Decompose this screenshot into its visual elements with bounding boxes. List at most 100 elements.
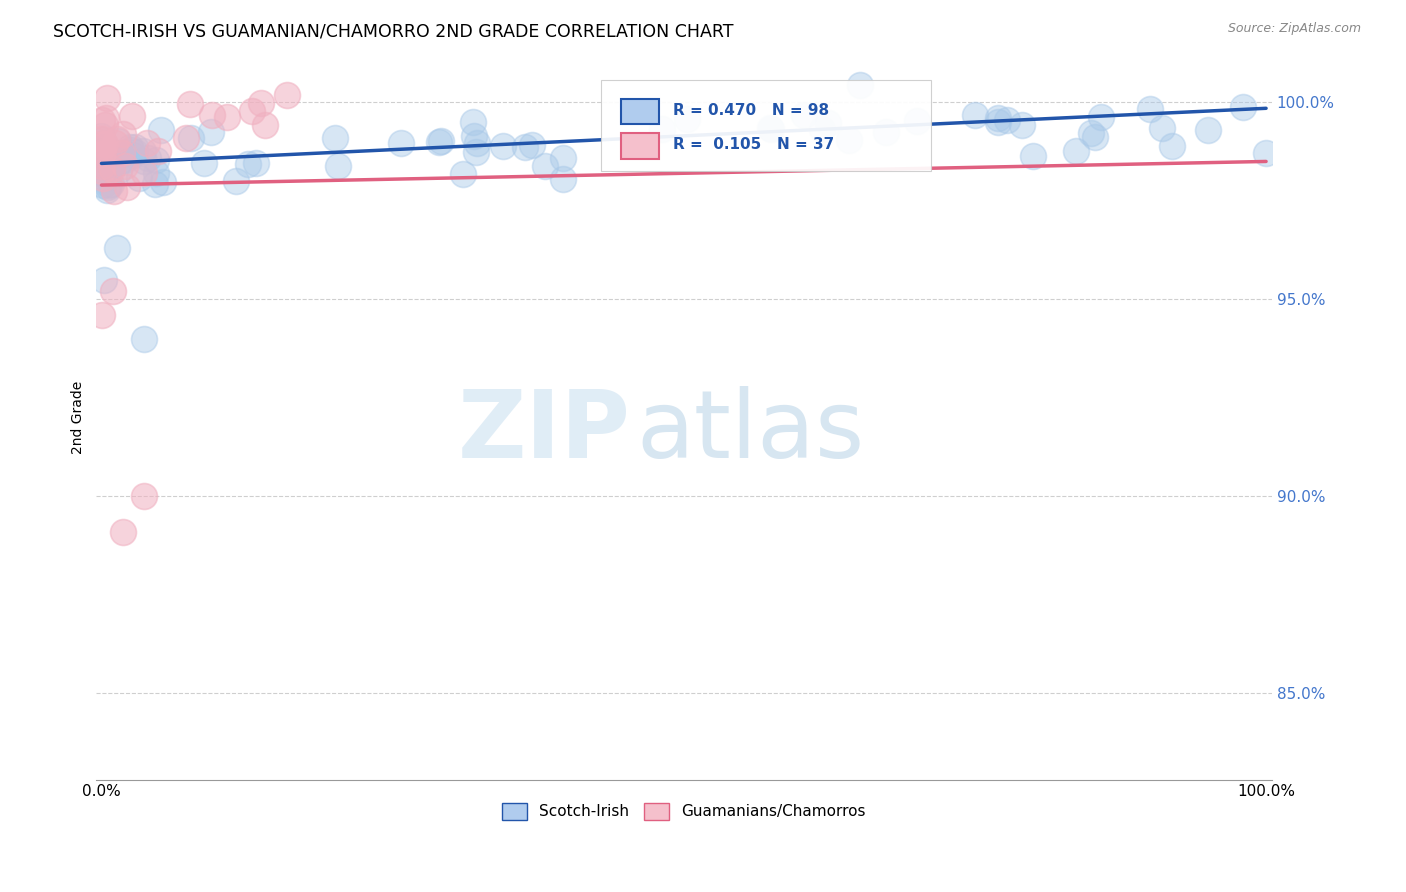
- Point: [94, 146, 117, 161]
- Bar: [621, 134, 659, 159]
- Point: [115, 180, 138, 194]
- Point: [179, 97, 201, 112]
- Y-axis label: 2nd Grade: 2nd Grade: [72, 381, 86, 454]
- Point: [111, 145, 134, 160]
- Point: [105, 241, 128, 255]
- Point: [114, 153, 136, 167]
- Point: [553, 151, 575, 165]
- Point: [1022, 149, 1045, 163]
- Point: [651, 122, 673, 136]
- Point: [91, 138, 114, 153]
- Point: [90, 139, 112, 153]
- Text: R = 0.470   N = 98: R = 0.470 N = 98: [673, 103, 830, 118]
- Point: [121, 109, 143, 123]
- Point: [110, 153, 132, 168]
- Point: [101, 285, 124, 299]
- Point: [132, 489, 155, 503]
- Point: [90, 149, 112, 163]
- Point: [90, 166, 112, 180]
- Point: [817, 116, 839, 130]
- Point: [107, 134, 129, 148]
- Point: [492, 138, 515, 153]
- Point: [676, 112, 699, 126]
- Point: [1254, 145, 1277, 160]
- Point: [96, 183, 118, 197]
- Point: [143, 178, 166, 192]
- Point: [1139, 102, 1161, 116]
- Point: [111, 127, 134, 141]
- Text: SCOTCH-IRISH VS GUAMANIAN/CHAMORRO 2ND GRADE CORRELATION CHART: SCOTCH-IRISH VS GUAMANIAN/CHAMORRO 2ND G…: [53, 22, 734, 40]
- Point: [225, 174, 247, 188]
- Point: [131, 144, 153, 158]
- Point: [132, 154, 155, 169]
- Point: [91, 159, 114, 173]
- Point: [193, 155, 215, 169]
- Point: [987, 111, 1010, 125]
- Point: [108, 155, 131, 169]
- Point: [250, 95, 273, 110]
- Point: [200, 125, 222, 139]
- Point: [90, 308, 112, 322]
- Point: [104, 136, 127, 151]
- Point: [323, 130, 346, 145]
- Point: [276, 88, 298, 103]
- Point: [97, 180, 120, 194]
- Point: [128, 170, 150, 185]
- Point: [98, 161, 121, 175]
- Point: [465, 136, 488, 151]
- Point: [100, 177, 122, 191]
- Point: [91, 132, 114, 146]
- Point: [145, 153, 167, 167]
- Point: [100, 161, 122, 175]
- Point: [135, 136, 157, 151]
- Point: [93, 147, 115, 161]
- Point: [93, 171, 115, 186]
- Point: [96, 141, 118, 155]
- Point: [201, 108, 224, 122]
- Point: [245, 156, 267, 170]
- Point: [520, 137, 543, 152]
- Point: [124, 140, 146, 154]
- Point: [1232, 100, 1254, 114]
- Point: [430, 134, 453, 148]
- Point: [91, 112, 114, 127]
- Point: [136, 152, 159, 166]
- Point: [120, 143, 142, 157]
- Point: [152, 175, 174, 189]
- Point: [759, 121, 782, 136]
- Point: [759, 120, 782, 135]
- Text: Source: ZipAtlas.com: Source: ZipAtlas.com: [1227, 22, 1361, 36]
- Point: [112, 524, 135, 539]
- Point: [101, 161, 124, 176]
- Point: [118, 140, 141, 154]
- Point: [1090, 110, 1112, 124]
- Point: [101, 150, 124, 164]
- Point: [1152, 121, 1174, 136]
- Point: [215, 110, 238, 124]
- Point: [96, 91, 118, 105]
- Point: [463, 128, 485, 143]
- Point: [124, 145, 146, 159]
- Point: [551, 172, 574, 186]
- Point: [91, 157, 114, 171]
- Point: [94, 111, 117, 125]
- Point: [105, 132, 128, 146]
- Point: [94, 148, 117, 162]
- Point: [114, 159, 136, 173]
- Point: [180, 130, 202, 145]
- Point: [533, 160, 555, 174]
- Point: [91, 145, 114, 159]
- FancyBboxPatch shape: [602, 80, 931, 171]
- Point: [90, 137, 112, 152]
- Point: [464, 145, 486, 160]
- Point: [101, 155, 124, 169]
- Point: [90, 146, 112, 161]
- Point: [254, 118, 277, 132]
- Point: [90, 147, 112, 161]
- Point: [103, 184, 125, 198]
- Point: [838, 133, 860, 147]
- Point: [328, 160, 350, 174]
- Point: [849, 78, 872, 92]
- Point: [461, 115, 484, 129]
- Point: [91, 163, 114, 178]
